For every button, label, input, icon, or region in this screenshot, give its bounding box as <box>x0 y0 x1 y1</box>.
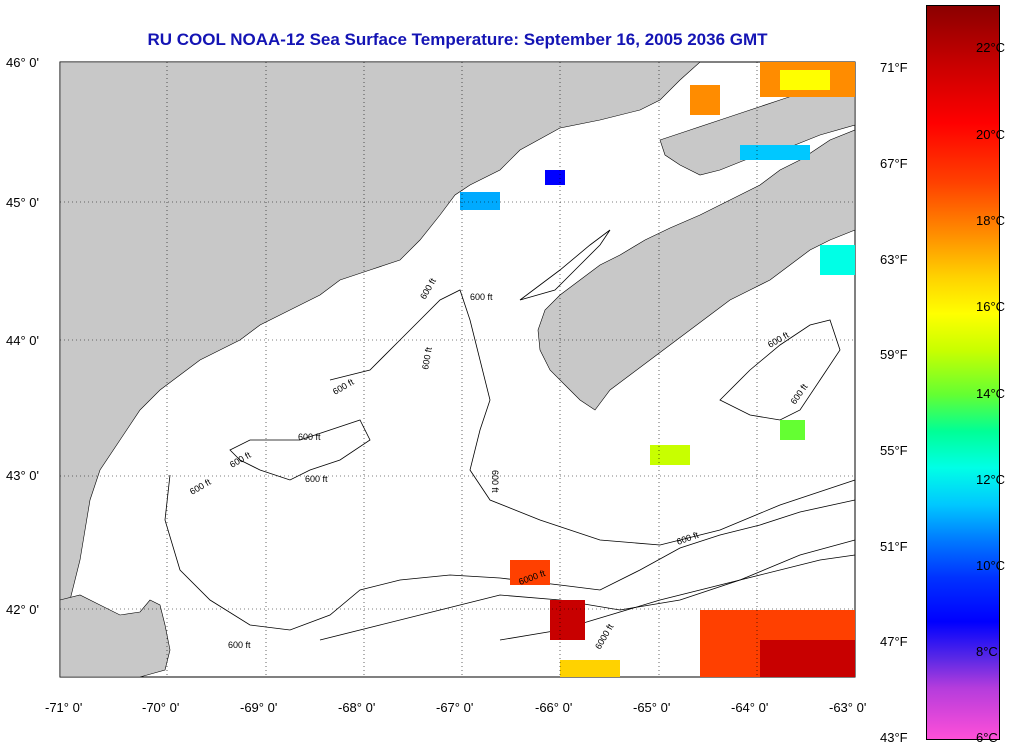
contour-label: 600 ft <box>490 470 500 493</box>
fahrenheit-label: 63°F <box>880 252 908 267</box>
contour-line <box>719 319 841 421</box>
lat-label: 42° 0' <box>6 602 39 617</box>
contour-line <box>229 419 371 481</box>
contour-label: 600 ft <box>420 346 434 370</box>
celsius-label: 12°C <box>976 472 1006 487</box>
lon-label: -71° 0' <box>45 700 83 715</box>
lat-label: 46° 0' <box>6 55 39 70</box>
fahrenheit-label: 51°F <box>880 539 908 554</box>
nova-scotia-land <box>537 129 856 411</box>
celsius-label: 14°C <box>976 386 1006 401</box>
sst-patch-warm <box>560 660 620 677</box>
sst-patches <box>460 62 855 677</box>
sst-patch-cool <box>460 192 500 210</box>
lon-label: -69° 0' <box>240 700 278 715</box>
fahrenheit-label: 47°F <box>880 634 908 649</box>
fahrenheit-label: 43°F <box>880 730 908 745</box>
celsius-label: 18°C <box>976 213 1006 228</box>
mainland-land <box>59 61 856 678</box>
map-title: RU COOL NOAA-12 Sea Surface Temperature:… <box>147 30 768 49</box>
sst-patch-cool <box>545 170 565 185</box>
contour-line <box>164 474 856 631</box>
celsius-label: 16°C <box>976 299 1006 314</box>
temperature-colorbar <box>926 5 1000 740</box>
sst-patch-warm <box>510 560 550 585</box>
celsius-label: 10°C <box>976 558 1006 573</box>
sst-patch-warm <box>780 70 830 90</box>
sst-patch-warm <box>550 600 585 640</box>
sst-patch-warm <box>690 85 720 115</box>
lon-label: -65° 0' <box>633 700 671 715</box>
lon-label: -68° 0' <box>338 700 376 715</box>
fahrenheit-label: 59°F <box>880 347 908 362</box>
lon-label: -63° 0' <box>829 700 867 715</box>
celsius-label: 20°C <box>976 127 1006 142</box>
contour-label: 600 ft <box>305 474 328 484</box>
upper-ns-land <box>659 79 856 176</box>
lon-label: -70° 0' <box>142 700 180 715</box>
fahrenheit-label: 55°F <box>880 443 908 458</box>
contour-line <box>319 539 856 641</box>
cape-cod-land <box>59 594 171 678</box>
fahrenheit-label: 71°F <box>880 60 908 75</box>
lat-lon-grid <box>60 62 855 677</box>
contour-label: 600 ft <box>470 292 493 302</box>
contour-label: 600 ft <box>298 432 321 442</box>
lon-label: -67° 0' <box>436 700 474 715</box>
sst-patch-cool <box>780 420 805 440</box>
contour-line <box>329 289 856 546</box>
sst-patch-warm <box>760 640 855 677</box>
lat-label: 43° 0' <box>6 468 39 483</box>
celsius-label: 8°C <box>976 644 998 659</box>
lon-label: -66° 0' <box>535 700 573 715</box>
lat-label: 44° 0' <box>6 333 39 348</box>
sst-patch-cool <box>740 145 810 160</box>
celsius-label: 22°C <box>976 40 1006 55</box>
lon-label: -64° 0' <box>731 700 769 715</box>
lat-label: 45° 0' <box>6 195 39 210</box>
celsius-label: 6°C <box>976 730 998 745</box>
sst-patch-cool <box>820 245 855 275</box>
fahrenheit-label: 67°F <box>880 156 908 171</box>
sst-patch-cool <box>650 445 690 465</box>
contour-label: 600 ft <box>228 640 251 650</box>
contour-line <box>519 229 611 301</box>
